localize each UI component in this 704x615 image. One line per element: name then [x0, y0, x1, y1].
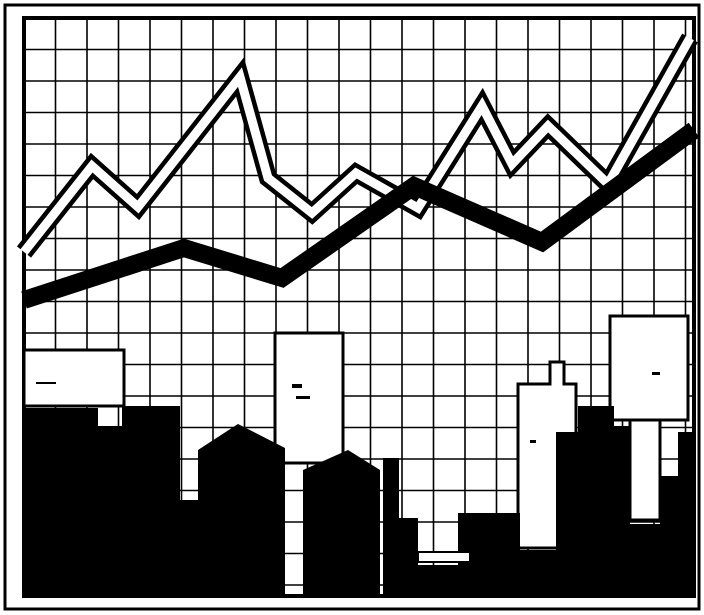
outlined-trend-line: [16, 33, 698, 258]
black-building: [556, 406, 694, 596]
black-building: [198, 424, 285, 596]
white-building: [608, 314, 690, 422]
solid-trend-line: [21, 122, 700, 309]
outer-frame: [3, 3, 701, 611]
black-building: [505, 550, 557, 596]
window-marks: [36, 372, 660, 443]
white-building: [628, 418, 662, 522]
street-gap: [417, 551, 471, 563]
white-building: [22, 348, 126, 408]
black-building: [303, 450, 380, 596]
city-skyline: [22, 314, 694, 596]
black-building: [24, 406, 180, 596]
black-building: [396, 518, 418, 596]
black-building: [383, 458, 399, 596]
